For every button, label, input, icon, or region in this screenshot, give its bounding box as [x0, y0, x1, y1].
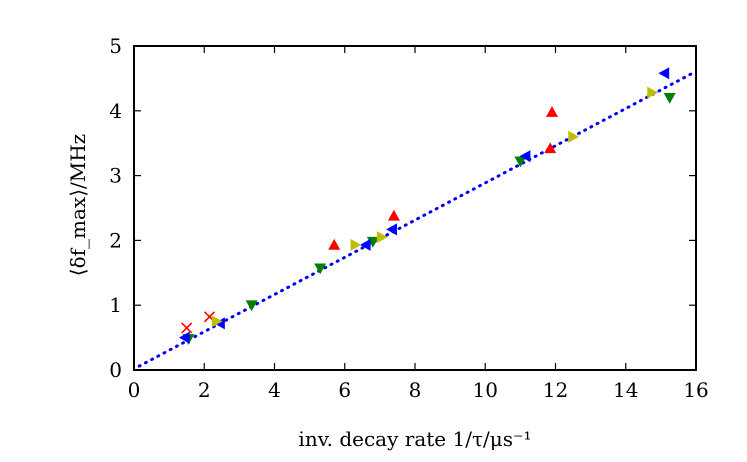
data-point-triangle-left	[519, 150, 531, 163]
data-point-triangle-left	[658, 67, 670, 80]
y-tick-label: 3	[109, 164, 122, 188]
y-tick-label: 5	[109, 34, 122, 58]
x-tick-label: 14	[613, 378, 638, 402]
data-point-triangle-down	[663, 93, 676, 104]
data-point-triangle-up	[545, 106, 558, 117]
x-tick-label: 4	[268, 378, 281, 402]
data-point-triangle-up	[387, 209, 400, 221]
data-point-triangle-right	[568, 130, 580, 143]
x-tick-label: 10	[473, 378, 498, 402]
fit-line	[137, 71, 694, 368]
data-point-triangle-right	[350, 238, 362, 251]
y-axis-title: ⟨δf_max⟩/MHz	[66, 134, 90, 276]
x-tick-label: 2	[198, 378, 211, 402]
x-tick-label: 6	[338, 378, 351, 402]
data-point-triangle-up	[544, 142, 557, 154]
x-marker-stroke	[181, 322, 193, 334]
data-point-triangle-right	[647, 86, 659, 99]
data-point-triangle-right	[376, 231, 388, 244]
data-point-triangle-down	[245, 300, 258, 312]
y-tick-label: 0	[109, 358, 122, 382]
data-point-triangle-right	[211, 315, 223, 328]
data-point-triangle-left	[386, 223, 397, 236]
data-point-x	[181, 322, 193, 334]
x-tick-label: 16	[683, 378, 708, 402]
data-point-triangle-left	[214, 317, 225, 330]
data-point-triangle-left	[359, 238, 371, 251]
y-tick-label: 4	[109, 99, 122, 123]
y-tick-label: 1	[109, 293, 122, 317]
data-point-triangle-down	[514, 156, 527, 168]
data-point-triangle-down	[314, 263, 327, 275]
y-tick-label: 2	[109, 228, 122, 252]
x-axis-title: inv. decay rate 1/τ/μs⁻¹	[298, 427, 531, 451]
data-point-triangle-left	[178, 331, 190, 344]
x-tick-label: 0	[128, 378, 141, 402]
x-marker-stroke	[203, 311, 216, 323]
x-tick-label: 8	[409, 378, 422, 402]
x-tick-label: 12	[543, 378, 568, 402]
data-point-triangle-up	[328, 238, 341, 250]
